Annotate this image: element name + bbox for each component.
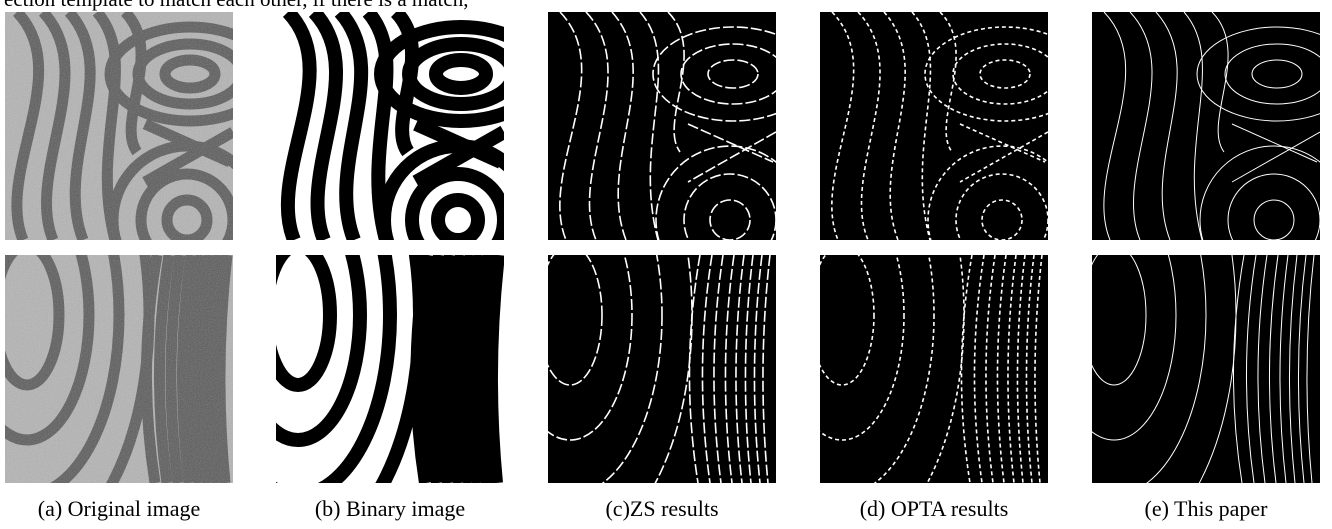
panel-background — [820, 255, 1048, 483]
figure-caption: (e) This paper — [1086, 496, 1326, 522]
figure-caption: (a) Original image — [0, 496, 239, 522]
figure-panel — [276, 12, 541, 294]
figure-caption: (d) OPTA results — [814, 496, 1054, 522]
page: ection template to match each other, if … — [0, 0, 1332, 529]
figure-caption: (b) Binary image — [270, 496, 510, 522]
figure-caption: (c)ZS results — [542, 496, 782, 522]
panel-background — [820, 12, 1048, 240]
figure-panel — [548, 12, 813, 294]
noise-overlay — [5, 12, 233, 240]
figure — [0, 0, 1332, 490]
figure-panel — [5, 12, 270, 294]
panel-background — [1092, 12, 1320, 240]
panel-background — [548, 12, 776, 240]
panel-background — [1092, 255, 1320, 483]
figure-panel — [1092, 12, 1332, 294]
panel-background — [548, 255, 776, 483]
noise-overlay — [5, 255, 233, 483]
figure-panel — [820, 12, 1085, 294]
